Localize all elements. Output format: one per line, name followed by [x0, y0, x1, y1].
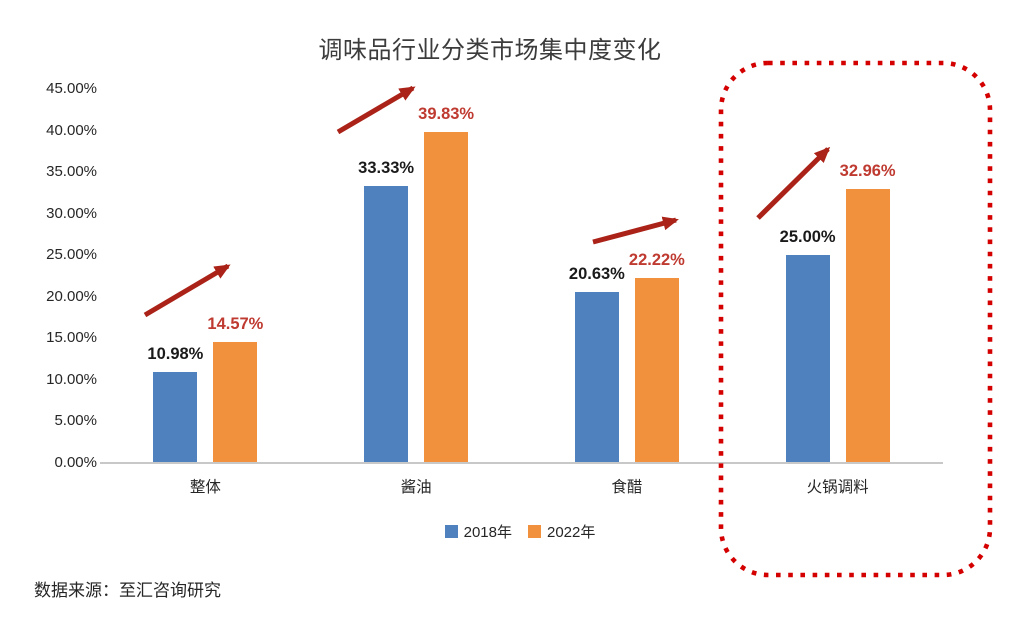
bar-2018年-酱油 — [364, 185, 409, 463]
y-axis-tick-label: 40.00% — [46, 121, 97, 139]
trend-arrow-icon — [592, 216, 679, 245]
y-axis-tick-label: 5.00% — [54, 412, 97, 430]
y-axis-tick-label: 30.00% — [46, 204, 97, 222]
x-axis-line — [100, 462, 943, 464]
value-label-2022年-火锅调料: 32.96% — [839, 162, 896, 181]
legend-item-2022年: 2022年 — [528, 521, 595, 542]
y-axis-tick-label: 35.00% — [46, 163, 97, 181]
legend-label: 2018年 — [463, 524, 512, 541]
legend-item-2018年: 2018年 — [444, 521, 512, 542]
value-label-2018年-食醋: 20.63% — [568, 264, 625, 283]
value-label-2018年-整体: 10.98% — [147, 344, 204, 363]
y-axis-tick-label: 10.00% — [46, 370, 97, 388]
x-axis-label-酱油: 酱油 — [400, 479, 432, 496]
bar-2022年-火锅调料 — [845, 189, 890, 463]
value-label-2022年-酱油: 39.83% — [418, 104, 475, 123]
value-label-2022年-食醋: 22.22% — [628, 251, 685, 270]
y-axis-tick-label: 0.00% — [54, 454, 97, 471]
legend-swatch-icon — [444, 525, 458, 538]
y-axis-tick-label: 20.00% — [46, 287, 97, 305]
chart-title: 调味品行业分类市场集中度变化 — [318, 37, 662, 64]
value-label-2022年-整体: 14.57% — [207, 314, 264, 333]
y-axis-tick-label: 15.00% — [46, 329, 97, 347]
bar-2022年-食醋 — [634, 278, 679, 463]
trend-arrow-icon — [756, 146, 831, 220]
legend: 2018年 2022年 — [100, 521, 940, 542]
y-axis-tick-label: 45.00% — [46, 80, 97, 97]
bar-2022年-整体 — [213, 341, 258, 463]
bar-2022年-酱油 — [424, 131, 469, 463]
y-axis-tick-label: 25.00% — [46, 246, 97, 264]
bar-2018年-整体 — [153, 371, 198, 463]
bar-2018年-食醋 — [574, 291, 619, 463]
source-note: 数据来源：至汇咨询研究 — [34, 581, 221, 600]
legend-label: 2022年 — [547, 524, 596, 541]
x-axis-label-整体: 整体 — [189, 479, 221, 496]
x-axis-label-食醋: 食醋 — [611, 479, 643, 496]
value-label-2018年-酱油: 33.33% — [358, 158, 415, 177]
x-axis-label-火锅调料: 火锅调料 — [806, 479, 869, 496]
value-label-2018年-火锅调料: 25.00% — [779, 228, 836, 247]
trend-arrow-icon — [143, 263, 231, 318]
bar-2018年-火锅调料 — [785, 255, 830, 463]
legend-swatch-icon — [528, 525, 541, 538]
